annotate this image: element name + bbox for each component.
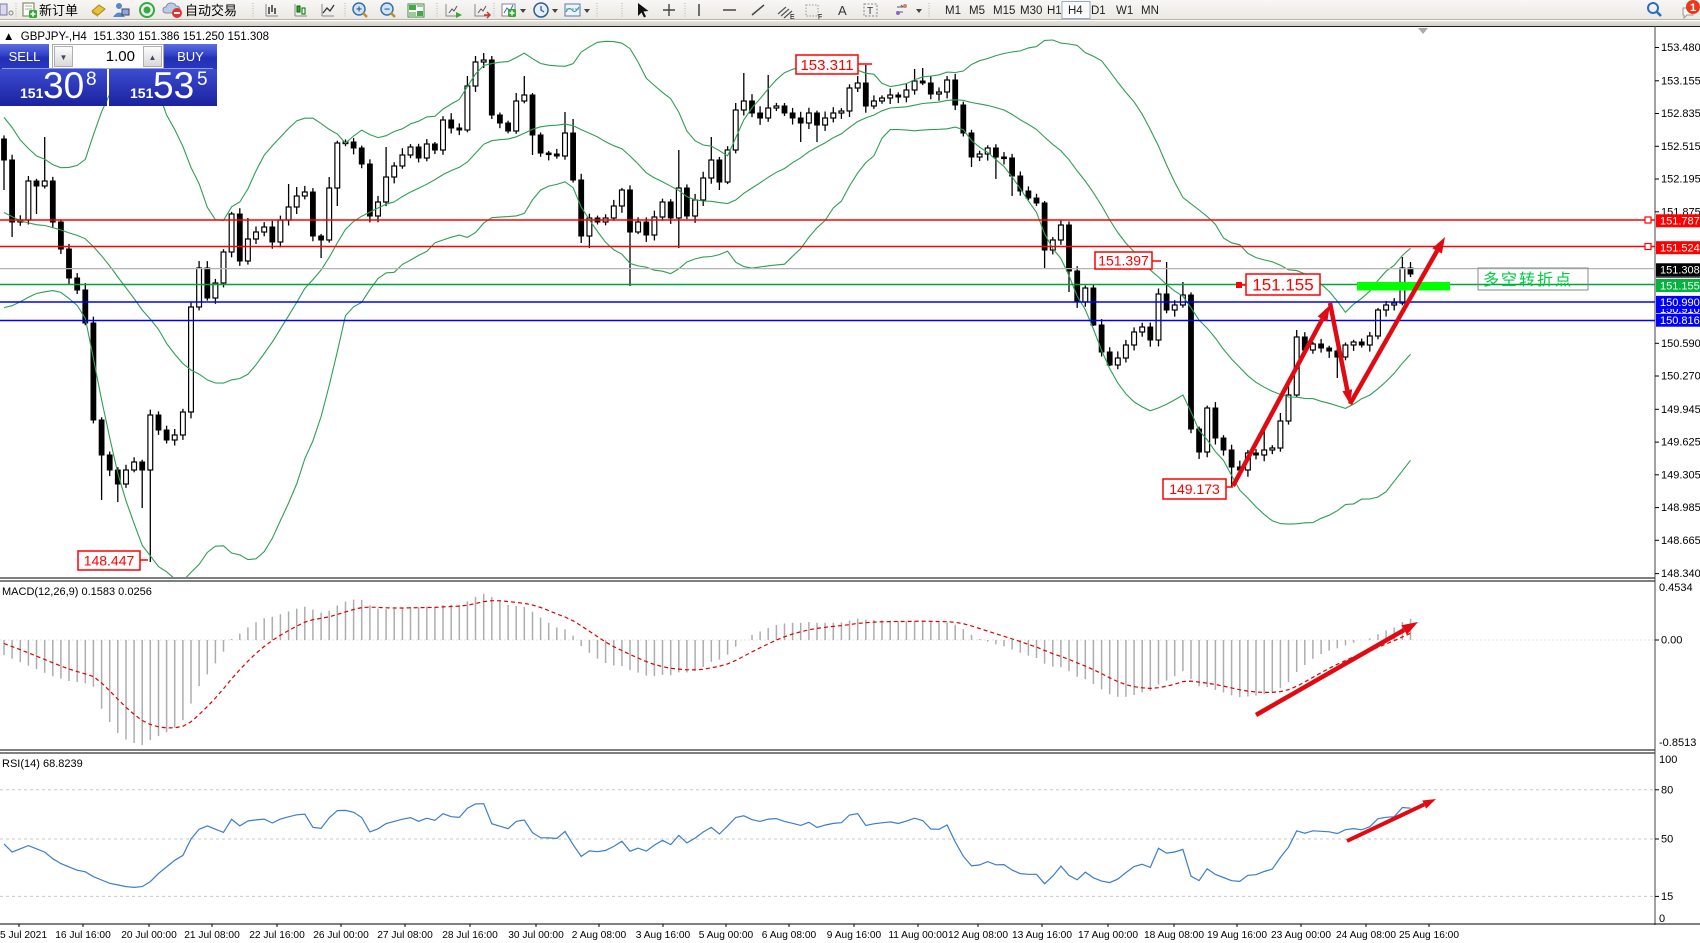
svg-text:W1: W1 bbox=[1116, 5, 1133, 17]
svg-text:0.4534: 0.4534 bbox=[1659, 582, 1693, 594]
svg-text:D1: D1 bbox=[1091, 5, 1106, 17]
svg-text:22 Jul 16:00: 22 Jul 16:00 bbox=[249, 930, 305, 941]
svg-text:+: + bbox=[356, 5, 362, 16]
svg-text:151.308: 151.308 bbox=[1660, 265, 1700, 277]
svg-text:150.990: 150.990 bbox=[1660, 297, 1700, 309]
svg-text:150.590: 150.590 bbox=[1661, 338, 1700, 350]
svg-text:2 Aug 08:00: 2 Aug 08:00 bbox=[572, 930, 627, 941]
svg-text:153.155: 153.155 bbox=[1661, 75, 1700, 87]
svg-text:152.515: 152.515 bbox=[1661, 141, 1700, 153]
svg-text:149.625: 149.625 bbox=[1661, 437, 1700, 449]
svg-text:0: 0 bbox=[1659, 913, 1665, 925]
svg-text:148.340: 148.340 bbox=[1661, 568, 1700, 580]
svg-text:23 Aug 00:00: 23 Aug 00:00 bbox=[1271, 930, 1331, 941]
svg-text:24 Aug 08:00: 24 Aug 08:00 bbox=[1336, 930, 1396, 941]
svg-text:M30: M30 bbox=[1020, 5, 1042, 17]
svg-text:MACD(12,26,9) 0.1583 0.0256: MACD(12,26,9) 0.1583 0.0256 bbox=[2, 586, 152, 598]
svg-text:新订单: 新订单 bbox=[39, 3, 78, 18]
svg-text:19 Aug 16:00: 19 Aug 16:00 bbox=[1207, 930, 1267, 941]
svg-text:0.00: 0.00 bbox=[1661, 635, 1682, 647]
svg-text:T: T bbox=[867, 6, 873, 17]
svg-text:F: F bbox=[818, 14, 822, 20]
svg-text:MN: MN bbox=[1141, 5, 1159, 17]
svg-text:M1: M1 bbox=[945, 5, 961, 17]
svg-text:H1: H1 bbox=[1047, 5, 1062, 17]
svg-text:80: 80 bbox=[1661, 784, 1673, 796]
svg-text:26 Jul 00:00: 26 Jul 00:00 bbox=[313, 930, 369, 941]
svg-text:多空转折点: 多空转折点 bbox=[1483, 271, 1573, 289]
svg-text:15: 15 bbox=[1661, 891, 1673, 903]
svg-text:148.447: 148.447 bbox=[84, 553, 135, 569]
svg-text:20 Jul 00:00: 20 Jul 00:00 bbox=[121, 930, 177, 941]
svg-text:M5: M5 bbox=[969, 5, 985, 17]
svg-text:151.524: 151.524 bbox=[1660, 243, 1700, 255]
svg-text:自动交易: 自动交易 bbox=[185, 3, 237, 18]
svg-text:A: A bbox=[838, 3, 847, 18]
svg-text:21 Jul 08:00: 21 Jul 08:00 bbox=[184, 930, 240, 941]
svg-text:149.173: 149.173 bbox=[1169, 481, 1220, 497]
svg-text:151.155: 151.155 bbox=[1660, 280, 1700, 292]
svg-text:13 Aug 16:00: 13 Aug 16:00 bbox=[1012, 930, 1072, 941]
svg-text:150.270: 150.270 bbox=[1661, 371, 1700, 383]
svg-text:9 Aug 16:00: 9 Aug 16:00 bbox=[827, 930, 882, 941]
svg-text:−: − bbox=[384, 5, 390, 16]
svg-text:153.311: 153.311 bbox=[800, 57, 853, 74]
svg-text:5 Jul 2021: 5 Jul 2021 bbox=[0, 930, 47, 941]
svg-text:151.155: 151.155 bbox=[1252, 276, 1313, 295]
svg-text:1: 1 bbox=[1690, 2, 1696, 14]
svg-text:30 Jul 00:00: 30 Jul 00:00 bbox=[508, 930, 564, 941]
svg-text:3 Aug 16:00: 3 Aug 16:00 bbox=[636, 930, 691, 941]
svg-text:-0.8513: -0.8513 bbox=[1659, 737, 1696, 749]
svg-text:149.305: 149.305 bbox=[1661, 469, 1700, 481]
svg-text:151.787: 151.787 bbox=[1660, 216, 1700, 228]
svg-text:25 Aug 16:00: 25 Aug 16:00 bbox=[1399, 930, 1459, 941]
svg-text:28 Jul 16:00: 28 Jul 16:00 bbox=[442, 930, 498, 941]
svg-text:17 Aug 00:00: 17 Aug 00:00 bbox=[1078, 930, 1138, 941]
svg-text:151.397: 151.397 bbox=[1098, 253, 1149, 269]
svg-text:148.665: 148.665 bbox=[1661, 535, 1700, 547]
svg-text:16 Jul 16:00: 16 Jul 16:00 bbox=[55, 930, 111, 941]
svg-text:50: 50 bbox=[1661, 834, 1673, 846]
svg-text:149.945: 149.945 bbox=[1661, 404, 1700, 416]
svg-text:150.816: 150.816 bbox=[1660, 315, 1700, 327]
svg-text:12 Aug 08:00: 12 Aug 08:00 bbox=[948, 930, 1008, 941]
svg-text:152.195: 152.195 bbox=[1661, 174, 1700, 186]
svg-text:153.480: 153.480 bbox=[1661, 42, 1700, 54]
svg-text:M15: M15 bbox=[993, 5, 1015, 17]
svg-text:H4: H4 bbox=[1068, 5, 1083, 17]
svg-text:11 Aug 00:00: 11 Aug 00:00 bbox=[888, 930, 948, 941]
svg-text:6 Aug 08:00: 6 Aug 08:00 bbox=[762, 930, 817, 941]
svg-text:5 Aug 00:00: 5 Aug 00:00 bbox=[699, 930, 754, 941]
svg-text:148.985: 148.985 bbox=[1661, 502, 1700, 514]
svg-text:RSI(14) 68.8239: RSI(14) 68.8239 bbox=[2, 758, 83, 770]
svg-text:152.835: 152.835 bbox=[1661, 108, 1700, 120]
svg-text:18 Aug 08:00: 18 Aug 08:00 bbox=[1144, 930, 1204, 941]
svg-text:27 Jul 08:00: 27 Jul 08:00 bbox=[377, 930, 433, 941]
svg-text:E: E bbox=[790, 14, 795, 20]
svg-text:100: 100 bbox=[1659, 754, 1677, 766]
